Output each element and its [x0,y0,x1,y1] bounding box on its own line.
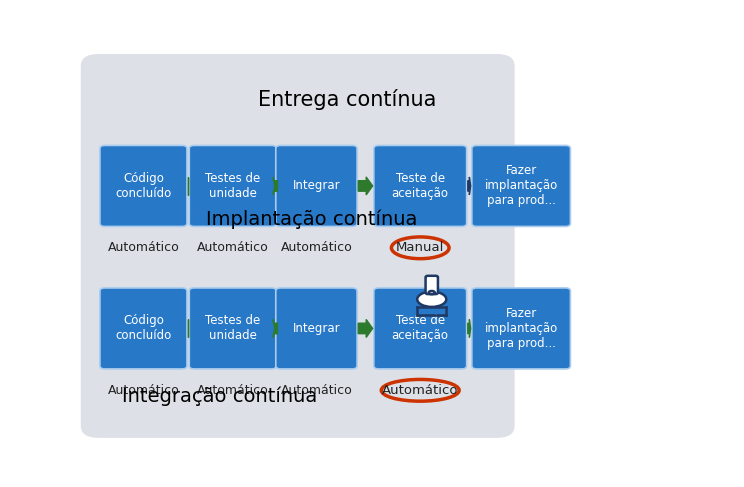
Text: Automático: Automático [197,384,269,397]
FancyBboxPatch shape [373,288,466,369]
FancyBboxPatch shape [426,276,438,294]
Text: Código
concluído: Código concluído [115,315,172,342]
Text: Teste de
aceitação: Teste de aceitação [392,315,449,342]
Text: Fazer
implantação
para prod...: Fazer implantação para prod... [484,165,558,207]
FancyBboxPatch shape [100,146,187,226]
FancyArrow shape [273,177,278,195]
FancyBboxPatch shape [472,146,571,226]
FancyArrow shape [273,319,278,337]
Text: Testes de
unidade: Testes de unidade [205,315,260,342]
FancyBboxPatch shape [276,146,357,226]
Text: Entrega contínua: Entrega contínua [257,89,436,110]
Text: Manual: Manual [396,242,444,254]
Text: Automático: Automático [108,384,179,397]
FancyBboxPatch shape [276,288,357,369]
FancyArrow shape [468,319,471,337]
FancyBboxPatch shape [472,288,571,369]
Text: Teste de
aceitação: Teste de aceitação [392,172,449,200]
Text: Integração contínua: Integração contínua [122,386,318,406]
Text: Fazer
implantação
para prod...: Fazer implantação para prod... [484,307,558,350]
Text: Integrar: Integrar [292,179,340,192]
Text: Automático: Automático [280,384,353,397]
FancyBboxPatch shape [189,288,276,369]
Text: Automático: Automático [197,242,269,254]
FancyArrow shape [468,177,471,195]
Text: Testes de
unidade: Testes de unidade [205,172,260,200]
Text: Implantação contínua: Implantação contínua [206,210,418,229]
FancyBboxPatch shape [373,146,466,226]
Ellipse shape [429,291,434,294]
FancyArrow shape [359,319,373,337]
Text: Integrar: Integrar [292,322,340,335]
FancyBboxPatch shape [82,55,514,437]
FancyBboxPatch shape [189,146,276,226]
Text: Automático: Automático [382,384,458,397]
Ellipse shape [417,292,446,307]
Text: Automático: Automático [280,242,353,254]
FancyArrow shape [359,177,373,195]
FancyBboxPatch shape [100,288,187,369]
Text: Código
concluído: Código concluído [115,172,172,200]
Text: Automático: Automático [108,242,179,254]
